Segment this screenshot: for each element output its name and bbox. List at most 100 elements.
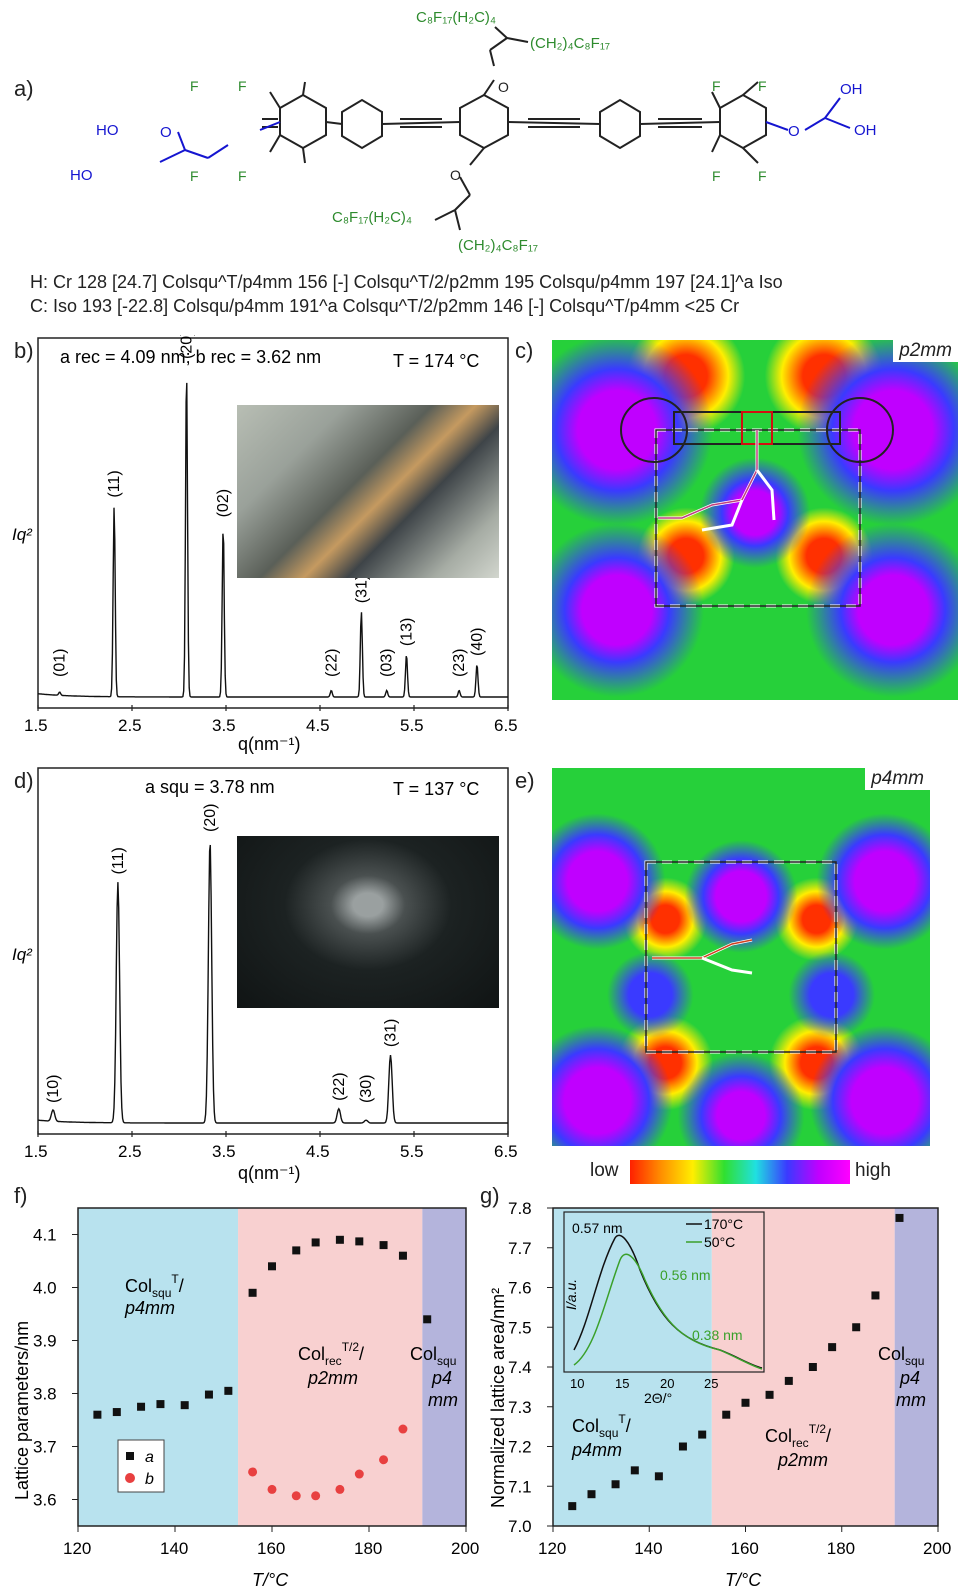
phase-label-g-3b: p4 [899,1368,920,1388]
data-point [93,1410,102,1419]
svg-text:F: F [712,168,721,184]
plane-group-tag-e: p4mm [865,768,930,790]
peak-label: (30) [358,1075,375,1103]
peak-label: (11) [106,470,123,497]
x-tick-label: 6.5 [494,716,518,735]
lattice-area-plot: 120 140 160 180 200 7.0 7.1 7.2 7.3 7.4 7.5 7.6 7.7 7… [488,1200,951,1589]
x-tick-label: 180 [354,1539,382,1558]
data-point [871,1291,880,1300]
data-point [137,1402,146,1411]
peak-label: (23) [451,649,468,677]
heating-transitions: H: Cr 128 [24.7] Colsqu^T/p4mm 156 [-] C… [30,272,783,292]
ylabel-b: Iq² [12,525,33,544]
phase-label-f-3c: mm [428,1390,458,1410]
inset-trace-50 [573,1253,763,1370]
temp-text-d: T = 137 °C [393,779,479,799]
data-point [741,1398,750,1407]
phase-label-g-1b: p4mm [571,1440,622,1460]
peak-label: (20) [202,804,219,832]
top-chain-left: C₈F₁₇(H₂C)₄ [416,9,496,26]
y-tick-label: 4.1 [33,1226,57,1245]
panel-label-a: a) [14,76,34,101]
y-tick-label: 7.0 [508,1517,532,1536]
svg-text:F: F [190,78,199,94]
data-point [587,1490,596,1499]
y-tick-label: 7.4 [508,1358,532,1377]
inset-legend-1: 170°C [704,1216,743,1232]
peak-label: (03) [379,649,396,677]
x-tick-label: 180 [827,1539,855,1558]
saxs-trace-d [38,844,508,1124]
inset-legend-2: 50°C [704,1234,735,1250]
y-tick-label: 3.8 [33,1385,57,1404]
bottom-chain-right: (CH₂)₄C₈F₁₇ [458,237,538,254]
lattice-text-d: a squ = 3.78 nm [145,777,275,797]
x-tick-label: 4.5 [306,716,330,735]
data-point [267,1484,277,1494]
xlabel-b: q(nm⁻¹) [238,734,301,754]
data-point [292,1246,301,1255]
data-point [398,1251,407,1260]
peak-label: (02) [215,489,232,517]
data-point [698,1430,707,1439]
temp-text-b: T = 174 °C [393,351,479,371]
colorbar-high-label: high [855,1160,891,1181]
peak-label: (13) [398,618,415,646]
peak-label: (22) [323,649,340,677]
data-point [354,1469,364,1479]
svg-text:25: 25 [704,1376,718,1391]
x-tick-label: 4.5 [306,1142,330,1161]
top-chain-right: (CH₂)₄C₈F₁₇ [530,35,610,52]
x-tick-label: 2.5 [118,716,142,735]
inset-xlabel: 2Θ/° [644,1390,672,1406]
data-point [678,1442,687,1451]
y-tick-label: 3.6 [33,1491,57,1510]
y-tick-label: 3.7 [33,1438,57,1457]
phase-label-f-1b: p4mm [124,1298,175,1318]
ylabel-g: Normalized lattice area/nm² [488,1288,508,1508]
x-tick-label: 1.5 [24,716,48,735]
svg-text:F: F [712,78,721,94]
svg-text:15: 15 [615,1376,629,1391]
data-point [630,1466,639,1475]
inset-annot-3: 0.38 nm [692,1327,743,1343]
peak-label: (31) [383,1019,400,1047]
svg-text:O: O [450,167,461,183]
panel-label-e: e) [515,768,535,793]
saxs-plot-d: 1.5 2.5 3.5 4.5 5.5 6.5 (10) (11) (20) (22) (30) (… [12,767,518,1183]
xlabel-g: T/°C [725,1570,762,1589]
electron-density-map-e: p4mm [552,768,930,1146]
svg-text:HO: HO [96,122,119,139]
polarized-micrograph-d [237,836,499,1008]
x-tick-label: 5.5 [400,716,424,735]
phase-label-f-2b: p2mm [307,1368,358,1388]
data-point [808,1363,817,1371]
plot-frame [37,767,509,1135]
data-point [268,1262,276,1271]
data-point [355,1237,364,1246]
data-point [379,1455,389,1465]
polarized-micrograph-b [237,405,499,578]
svg-text:OH: OH [840,81,863,98]
y-tick-label: 7.6 [508,1279,532,1298]
panel-label-g: g) [480,1183,500,1208]
svg-text:F: F [190,168,199,184]
data-point [311,1491,321,1501]
data-point [611,1480,620,1489]
ylabel-f: Lattice parameters/nm [12,1321,32,1500]
data-point [398,1424,408,1434]
ylabel-d: Iq² [12,945,33,964]
svg-text:20: 20 [660,1376,674,1391]
data-point [224,1386,233,1395]
y-tick-label: 3.9 [33,1332,57,1351]
x-tick-label: 3.5 [212,716,236,735]
x-tick-label: 2.5 [118,1142,142,1161]
data-point [722,1410,731,1419]
svg-text:F: F [758,78,767,94]
y-tick-label: 7.5 [508,1318,532,1337]
molecular-structure: F F F F F F F F C₈F₁₇(H₂C)₄ (CH₂)₄C₈F₁₇ C₈F₁… [70,9,877,254]
phase-band-2 [711,1208,895,1526]
inset-annot-1: 0.57 nm [572,1220,623,1236]
y-tick-label: 4.0 [33,1279,57,1298]
colorbar [630,1160,850,1184]
